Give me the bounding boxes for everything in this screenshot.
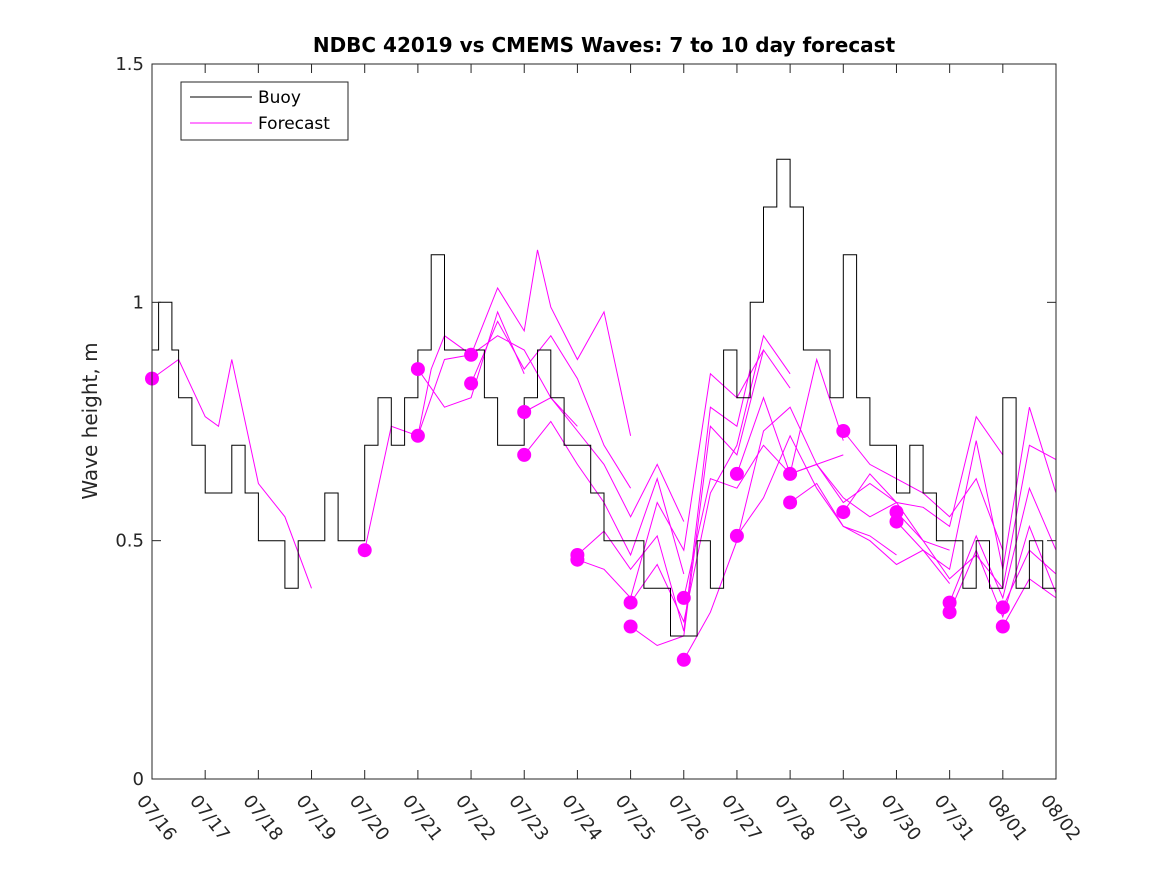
y-tick-label: 0.5 bbox=[115, 531, 144, 552]
forecast-start-marker bbox=[676, 652, 691, 667]
forecast-markers-group bbox=[145, 347, 1010, 667]
legend-buoy-label: Buoy bbox=[258, 88, 301, 108]
forecast-start-marker bbox=[676, 590, 691, 605]
y-axis-label: Wave height, m bbox=[78, 342, 102, 499]
forecast-line bbox=[949, 524, 1057, 619]
plot-frame bbox=[151, 63, 1057, 780]
forecast-start-marker bbox=[623, 619, 638, 634]
forecast-start-marker bbox=[357, 543, 372, 558]
forecast-line bbox=[683, 357, 844, 599]
forecast-start-marker bbox=[729, 528, 744, 543]
forecast-line bbox=[842, 415, 1004, 528]
y-tick-label: 0 bbox=[133, 769, 144, 790]
forecast-start-marker bbox=[410, 428, 425, 443]
forecast-line bbox=[364, 334, 472, 551]
forecast-line bbox=[896, 407, 1057, 571]
forecast-line bbox=[577, 349, 764, 599]
forecast-start-marker bbox=[464, 376, 479, 391]
legend-forecast-label: Forecast bbox=[258, 114, 330, 134]
forecast-line bbox=[151, 358, 312, 589]
forecast-start-marker bbox=[783, 466, 798, 481]
forecast-start-marker bbox=[410, 362, 425, 377]
forecast-start-marker bbox=[942, 595, 957, 610]
buoy-line bbox=[152, 158, 1057, 637]
buoy-series-group bbox=[152, 158, 1057, 637]
forecast-start-marker bbox=[517, 447, 532, 462]
forecast-line bbox=[630, 348, 791, 647]
plot-area bbox=[152, 64, 1056, 779]
forecast-line bbox=[577, 368, 751, 632]
forecast-start-marker bbox=[942, 605, 957, 620]
forecast-line bbox=[630, 334, 791, 624]
forecast-line bbox=[417, 310, 525, 408]
forecast-series-group bbox=[151, 249, 1057, 661]
y-tick-label: 1.5 bbox=[115, 54, 144, 75]
y-axis: 0 0.5 1 1.5 bbox=[115, 54, 1056, 790]
forecast-start-marker bbox=[517, 405, 532, 419]
y-tick-label: 1 bbox=[133, 292, 144, 313]
forecast-line bbox=[736, 434, 897, 556]
forecast-start-marker bbox=[836, 505, 851, 520]
legend: Buoy Forecast bbox=[180, 81, 349, 141]
forecast-line bbox=[470, 249, 632, 436]
chart-title: NDBC 42019 vs CMEMS Waves: 7 to 10 day f… bbox=[313, 33, 896, 57]
forecast-start-marker bbox=[464, 347, 479, 362]
forecast-start-marker bbox=[783, 495, 798, 510]
forecast-start-marker bbox=[995, 600, 1010, 615]
forecast-line bbox=[470, 320, 632, 489]
forecast-start-marker bbox=[995, 619, 1010, 634]
forecast-start-marker bbox=[570, 552, 585, 567]
legend-box bbox=[180, 81, 349, 141]
forecast-start-marker bbox=[836, 424, 851, 438]
forecast-start-marker bbox=[889, 514, 904, 529]
forecast-start-marker bbox=[729, 466, 744, 481]
forecast-line bbox=[949, 486, 1057, 603]
forecast-start-marker bbox=[623, 595, 638, 610]
